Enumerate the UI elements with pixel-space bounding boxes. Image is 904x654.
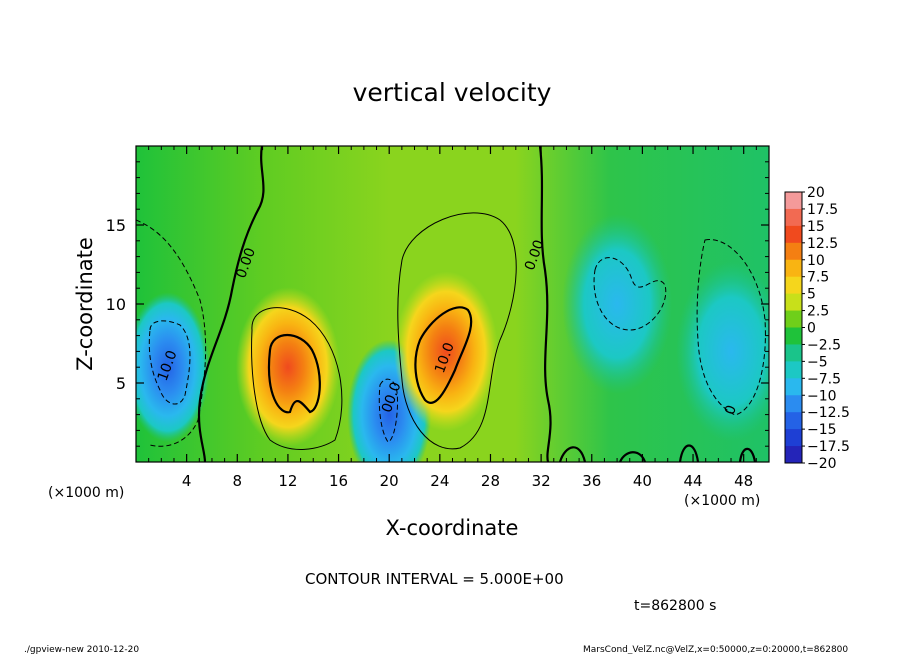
x-axis-ticks: 4 8 12 16 20 24 28 32 36 40 44 48 — [148, 146, 757, 490]
velocity-feature — [676, 261, 769, 442]
colorbar-swatch — [785, 395, 802, 413]
colorbar-label: 20 — [807, 185, 825, 201]
colorbar-label: −15 — [807, 422, 837, 438]
positive-contour-24 — [414, 306, 473, 404]
contour-lines — [136, 146, 766, 462]
negative-contour-left — [148, 320, 191, 405]
contour-interval-text: CONTOUR INTERVAL = 5.000E+00 — [305, 570, 564, 588]
feature-layer — [136, 214, 769, 462]
y-tick-label: 5 — [116, 374, 126, 393]
x-unit-label-right: (×1000 m) — [684, 493, 760, 509]
x-tick-label: 24 — [430, 472, 449, 490]
x-tick-label: 12 — [278, 472, 297, 490]
y-axis-ticks: 5 10 15 — [106, 161, 769, 447]
positive-contour-outer-left — [251, 307, 343, 450]
colorbar-swatch — [785, 429, 802, 447]
colorbar: 2017.51512.5107.552.50−2.5−5−7.5−10−12.5… — [784, 185, 850, 472]
colorbar-swatch — [785, 276, 802, 295]
positive-contour-12 — [267, 334, 321, 414]
x-tick-label: 48 — [734, 472, 753, 490]
x-tick-label: 16 — [329, 472, 348, 490]
colorbar-swatch — [785, 327, 802, 345]
colorbar-swatch — [785, 192, 802, 210]
negative-contour-center — [378, 378, 398, 443]
velocity-feature — [136, 292, 210, 443]
velocity-feature — [562, 214, 673, 394]
footer-right: MarsCond_VelZ.nc@VelZ,x=0:50000,z=0:2000… — [583, 645, 848, 654]
colorbar-label: 15 — [807, 219, 825, 235]
x-tick-label: 8 — [233, 472, 243, 490]
velocity-feature — [235, 287, 340, 448]
x-tick-label: 4 — [182, 472, 192, 490]
colorbar-label: 2.5 — [807, 304, 829, 320]
negative-contour-right — [593, 257, 667, 331]
x-tick-label: 40 — [633, 472, 652, 490]
y-tick-label: 15 — [106, 216, 126, 235]
positive-contour-outer-right — [397, 212, 517, 450]
colorbar-swatch — [785, 242, 802, 261]
chart-title: vertical velocity — [353, 78, 552, 107]
colorbar-label: 0 — [807, 321, 816, 337]
colorbar-label: −7.5 — [807, 371, 841, 387]
footer-left: ./gpview-new 2010-12-20 — [24, 645, 139, 654]
colorbar-swatch — [785, 208, 802, 227]
colorbar-swatch — [785, 446, 802, 464]
colorbar-swatch — [785, 293, 802, 312]
x-unit-label-left: (×1000 m) — [48, 485, 124, 501]
colorbar-swatch — [785, 259, 802, 278]
colorbar-label: 10 — [807, 253, 825, 269]
bottom-contour-bumps — [558, 444, 757, 462]
colorbar-swatch — [785, 225, 802, 244]
colorbar-swatch — [785, 378, 802, 396]
y-tick-label: 10 — [106, 295, 126, 314]
time-text: t=862800 s — [634, 598, 716, 614]
x-tick-label: 32 — [532, 472, 551, 490]
colorbar-label: 17.5 — [807, 202, 838, 218]
x-tick-label: 20 — [380, 472, 399, 490]
colorbar-label: −10 — [807, 388, 837, 404]
colorbar-label: −5 — [807, 354, 828, 370]
x-tick-label: 36 — [582, 472, 601, 490]
colorbar-swatch — [785, 361, 802, 379]
colorbar-label: 12.5 — [807, 236, 838, 252]
x-tick-label: 28 — [481, 472, 500, 490]
colorbar-label: −17.5 — [807, 439, 850, 455]
x-axis-label: X-coordinate — [386, 516, 519, 540]
colorbar-swatch — [785, 344, 802, 362]
zero-contour-left — [197, 146, 265, 462]
x-tick-label: 44 — [683, 472, 702, 490]
negative-contour-far-right — [696, 239, 766, 416]
zero-contour-center — [538, 146, 552, 462]
colorbar-swatch — [785, 310, 802, 328]
colorbar-label: 7.5 — [807, 270, 829, 286]
colorbar-label: −2.5 — [807, 337, 841, 353]
y-axis-label: Z-coordinate — [73, 237, 97, 371]
negative-contour-left-outer — [136, 219, 207, 447]
colorbar-swatch — [785, 412, 802, 430]
colorbar-label: 5 — [807, 287, 816, 303]
colorbar-label: −20 — [807, 456, 837, 472]
colorbar-label: −12.5 — [807, 405, 850, 421]
